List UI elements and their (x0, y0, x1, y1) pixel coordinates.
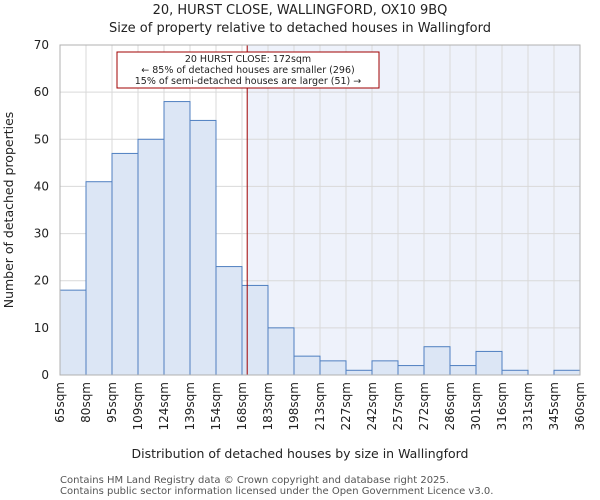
x-tick-label: 242sqm (365, 382, 379, 430)
x-axis-ticks: 65sqm 80sqm 95sqm 109sqm 124sqm 139sqm 154sqm 1… (53, 382, 587, 430)
annotation-line-3: 15% of semi-detached houses are larger (… (135, 76, 362, 87)
bar-345sqm (553, 369, 581, 376)
bar-286sqm (449, 365, 477, 376)
y-tick-label: 50 (34, 132, 49, 146)
bar-242sqm (371, 360, 399, 376)
y-tick-label: 70 (34, 38, 49, 52)
annotation-line-2: ← 85% of detached houses are smaller (29… (141, 65, 354, 76)
x-tick-label: 316sqm (495, 382, 509, 430)
y-tick-label: 10 (34, 321, 49, 335)
x-axis-label: Distribution of detached houses by size … (132, 446, 469, 461)
y-tick-label: 60 (34, 85, 49, 99)
chart-title: 20, HURST CLOSE, WALLINGFORD, OX10 9BQ (153, 3, 448, 18)
x-tick-label: 272sqm (417, 382, 431, 430)
bar-168sqm (241, 284, 269, 376)
x-tick-label: 109sqm (131, 382, 145, 430)
bar-213sqm (319, 360, 347, 376)
x-tick-label: 198sqm (287, 382, 301, 430)
bar-124sqm (163, 101, 191, 376)
bar-272sqm (423, 346, 451, 376)
y-axis-ticks: 0 10 20 30 40 50 60 70 (34, 38, 49, 382)
bar-183sqm (267, 327, 295, 376)
x-tick-label: 154sqm (209, 382, 223, 430)
y-axis-label: Number of detached properties (1, 112, 16, 309)
bar-154sqm (215, 266, 243, 376)
y-tick-label: 30 (34, 227, 49, 241)
bar-227sqm (345, 369, 373, 376)
x-tick-label: 257sqm (391, 382, 405, 430)
annotation-line-1: 20 HURST CLOSE: 172sqm (185, 54, 311, 65)
y-tick-label: 0 (41, 368, 49, 382)
x-tick-label: 345sqm (547, 382, 561, 430)
x-tick-label: 139sqm (183, 382, 197, 430)
plot-frame (59, 44, 581, 376)
x-tick-label: 80sqm (79, 382, 93, 423)
bar-257sqm (397, 365, 425, 376)
bar-109sqm (137, 138, 165, 376)
x-tick-label: 183sqm (261, 382, 275, 430)
bar-316sqm (501, 369, 529, 376)
footer-line-2: Contains public sector information licen… (60, 486, 493, 497)
footer-line-1: Contains HM Land Registry data © Crown c… (60, 475, 449, 486)
annotation-frame (116, 51, 380, 89)
x-tick-label: 331sqm (521, 382, 535, 430)
annotation-box: 20 HURST CLOSE: 172sqm ← 85% of detached… (116, 51, 380, 89)
x-tick-label: 286sqm (443, 382, 457, 430)
x-tick-label: 65sqm (53, 382, 67, 423)
bar-65sqm (59, 289, 87, 376)
y-tick-label: 20 (34, 274, 49, 288)
y-tick-label: 40 (34, 179, 49, 193)
x-tick-label: 168sqm (235, 382, 249, 430)
x-tick-label: 227sqm (339, 382, 353, 430)
bar-198sqm (293, 355, 321, 376)
x-tick-label: 213sqm (313, 382, 327, 430)
x-tick-label: 124sqm (157, 382, 171, 430)
bars-group (59, 101, 581, 376)
bar-301sqm (475, 350, 503, 376)
x-tick-label: 360sqm (573, 382, 587, 430)
x-tick-label: 301sqm (469, 382, 483, 430)
bar-139sqm (189, 119, 217, 376)
bar-80sqm (85, 181, 113, 376)
bar-95sqm (111, 152, 139, 376)
larger-region-shade (247, 45, 580, 375)
x-tick-label: 95sqm (105, 382, 119, 423)
chart-subtitle: Size of property relative to detached ho… (109, 21, 491, 36)
